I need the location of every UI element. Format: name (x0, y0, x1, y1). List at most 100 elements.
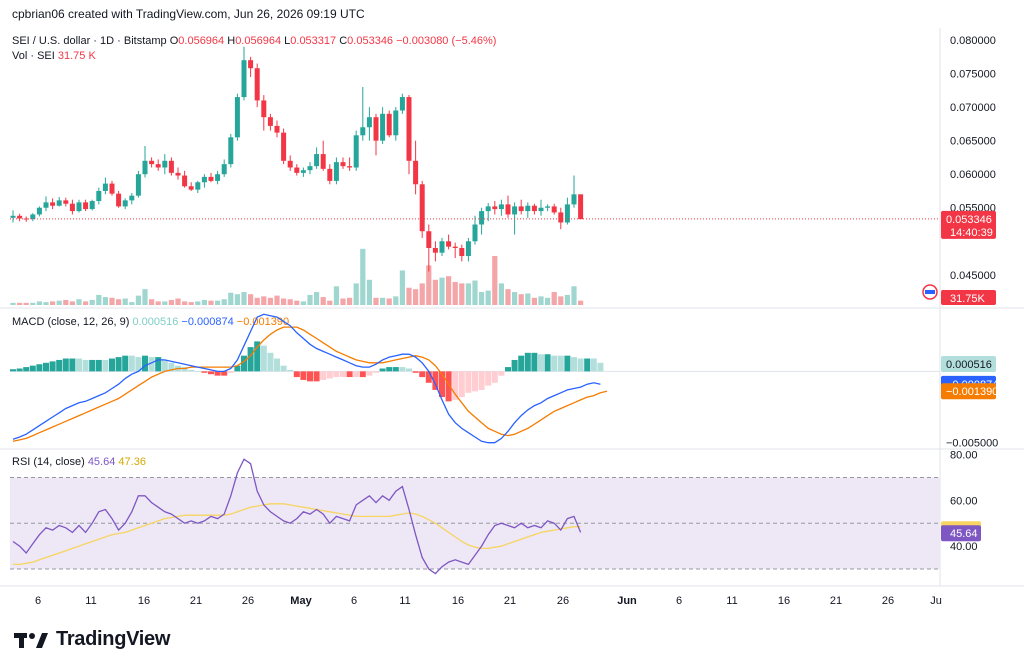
time-tick-label: 21 (504, 595, 516, 607)
macd-histogram-bar (597, 362, 604, 372)
candle-body (155, 164, 161, 168)
candle-body (43, 202, 49, 208)
macd-histogram-bar (56, 359, 63, 372)
rsi-label[interactable]: RSI (14, close) (12, 456, 85, 468)
candle-body (512, 206, 518, 215)
candle-body (83, 202, 89, 210)
macd-histogram-bar (472, 371, 478, 392)
time-tick-label: 6 (35, 595, 41, 607)
candle-body (254, 68, 260, 101)
macd-label[interactable]: MACD (close, 12, 26, 9) (12, 316, 130, 328)
candle-body (432, 247, 438, 253)
macd-histogram-bar (498, 371, 505, 376)
time-tick-label: 16 (452, 595, 464, 607)
macd-histogram-bar (386, 367, 393, 372)
macd-histogram-bar (505, 367, 511, 372)
candle-body (69, 203, 75, 212)
time-tick-label: 26 (557, 595, 569, 607)
price-axis: 0.080000 0.075000 0.070000 0.065000 0.060000… (10, 35, 998, 553)
volume-bar (142, 289, 148, 305)
macd-histogram-bar (392, 367, 399, 372)
candle-body (564, 204, 570, 223)
macd-histogram-bar (406, 368, 412, 372)
candle-body (518, 206, 524, 212)
volume-bar (399, 270, 405, 305)
macd-histogram-bar (260, 345, 267, 372)
candle-body (23, 218, 29, 220)
candle-body (188, 186, 194, 190)
volume-badge (941, 290, 996, 305)
candle-body (201, 176, 207, 183)
candle-body (485, 206, 491, 212)
volume-bar (234, 294, 240, 305)
candle-body (96, 190, 102, 202)
volume-bar (432, 279, 438, 305)
macd-histogram-bar (181, 367, 188, 372)
volume-bar (465, 283, 471, 305)
volume-label[interactable]: Vol · SEI (12, 50, 55, 62)
volume-bar (386, 298, 392, 305)
volume-bar (96, 294, 102, 305)
tradingview-logo[interactable]: TradingView (14, 628, 170, 651)
macd-histogram-bar (366, 371, 373, 376)
volume-bar (195, 301, 201, 305)
open-label: O (169, 35, 179, 47)
macd-histogram-bar (36, 364, 43, 372)
macd-histogram-bar (373, 371, 379, 373)
macd-hist-value: 0.000516 (132, 316, 179, 328)
candle-body (439, 241, 445, 253)
time-tick-label: Ju (930, 595, 942, 607)
macd-histogram-bar (478, 371, 485, 390)
countdown-label: 14:40:39 (950, 227, 993, 239)
volume-bar (333, 286, 339, 305)
candle-body (228, 137, 234, 165)
volume-bar (492, 256, 498, 305)
candle-body (182, 175, 188, 187)
candle-body (380, 113, 386, 141)
candle-body (274, 125, 280, 133)
candle-body (63, 200, 69, 204)
volume-bar (248, 294, 254, 305)
macd-histogram-bar (122, 355, 129, 372)
macd-histogram-bar (287, 369, 294, 372)
volume-bar (261, 296, 267, 305)
macd-histogram-bar (465, 371, 472, 393)
rsi-tick-label: 40.00 (950, 541, 978, 553)
volume-bar (558, 296, 564, 305)
candle-body (10, 215, 16, 218)
time-tick-label: Jun (617, 595, 637, 607)
macd-histogram-bar (267, 352, 274, 372)
volume-bar (340, 298, 346, 305)
macd-histogram-bar (155, 357, 162, 372)
price-tick-label: 0.060000 (950, 169, 996, 181)
candle-body (294, 167, 300, 173)
macd-histogram-bar (280, 365, 287, 372)
volume-bar (109, 297, 115, 305)
volume-bar (287, 299, 293, 305)
candle-body (551, 206, 557, 213)
candle-body (366, 117, 372, 128)
macd-histogram-bar (485, 371, 492, 386)
volume-bar (518, 294, 524, 305)
price-tick-label: 0.070000 (950, 102, 996, 114)
candle-body (452, 246, 458, 248)
macd-histogram-bar (62, 358, 69, 372)
macd-histogram-bar (326, 371, 333, 379)
candle-body (531, 205, 537, 212)
volume-bar (17, 302, 23, 305)
volume-bar (36, 301, 42, 305)
volume-bar (538, 296, 544, 305)
candle-body (505, 204, 511, 215)
volume-bar (439, 277, 445, 305)
volume-bar (380, 297, 386, 305)
rsi-legend: RSI (14, close) 45.64 47.36 (12, 456, 146, 468)
volume-bar (10, 302, 16, 305)
candle-body (102, 183, 108, 191)
tradingview-brand: TradingView (56, 628, 171, 650)
candle-body (538, 207, 544, 212)
rsi-tick-label: 45.64 (950, 528, 978, 540)
macd-histogram-bar (188, 369, 195, 372)
macd-histogram-bar (102, 359, 109, 372)
symbol-label[interactable]: SEI / U.S. dollar · 1D · Bitstamp (12, 35, 167, 47)
